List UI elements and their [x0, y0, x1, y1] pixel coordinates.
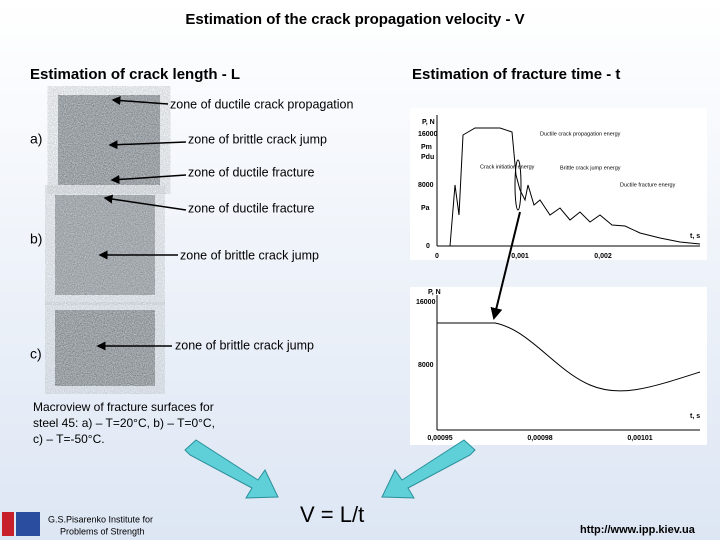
axis-title: P, N [422, 119, 435, 126]
tick-label: 16000 [416, 299, 436, 306]
zone-label: zone of ductile fracture [188, 201, 315, 215]
right-heading: Estimation of fracture time - t [412, 66, 620, 83]
tick-label: 8000 [418, 362, 434, 369]
annotation: Ductile fracture energy [620, 182, 676, 188]
zone-label: zone of brittle crack jump [180, 248, 319, 262]
tick-label: 8000 [418, 182, 434, 189]
title: Estimation of the crack propagation velo… [185, 11, 524, 28]
specimen-label: c) [30, 346, 42, 362]
tick-label: 0,00098 [527, 435, 552, 442]
tick-label: 0,002 [594, 253, 612, 260]
axis-title: P, N [428, 289, 441, 296]
tick-label: 0,001 [511, 253, 529, 260]
axis-title: t, s [690, 413, 700, 420]
caption-line: Macroview of fracture surfaces for [33, 400, 214, 414]
logo [2, 512, 40, 536]
pointer-arrows [96, 96, 187, 351]
tick-label: 16000 [418, 131, 438, 138]
tick-label: 0 [435, 253, 439, 260]
axis-title: t, s [690, 233, 700, 240]
caption-line: c) – T=-50°C. [33, 432, 105, 446]
load-chart: P, N 16000 Pm Pdu 8000 Pa 0 0 0,001 0,00… [410, 108, 707, 260]
institute-line: G.S.Pisarenko Institute for [48, 514, 153, 524]
specimen-label: a) [30, 131, 42, 147]
tick-label: Pdu [421, 154, 434, 161]
annotation: Brittle crack jump energy [560, 165, 621, 171]
tick-label: 0 [426, 243, 430, 250]
formula: V = L/t [300, 502, 364, 527]
zone-label: zone of brittle crack jump [175, 338, 314, 352]
tick-label: Pa [421, 205, 430, 212]
tick-label: 0,00101 [627, 435, 652, 442]
annotation: Ductile crack propagation energy [540, 131, 621, 137]
caption-line: steel 45: a) – T=20°C, b) – T=0°C, [33, 416, 215, 430]
zone-label: zone of ductile crack propagation [170, 97, 353, 111]
photos [55, 95, 160, 386]
zone-label: zone of ductile fracture [188, 165, 315, 179]
specimen-label: b) [30, 231, 42, 247]
left-heading: Estimation of crack length - L [30, 66, 240, 83]
zone-label: zone of brittle crack jump [188, 132, 327, 146]
tick-label: 0,00095 [427, 435, 452, 442]
tick-label: Pm [421, 144, 432, 151]
big-arrows [184, 439, 476, 499]
url: http://www.ipp.kiev.ua [580, 524, 696, 536]
zoom-arrow [490, 211, 521, 320]
annotation: Crack initiation energy [480, 164, 535, 170]
institute-line: Problems of Strength [60, 526, 145, 536]
zoom-chart: P, N 16000 8000 0,00095 0,00098 0,00101 … [410, 287, 707, 445]
